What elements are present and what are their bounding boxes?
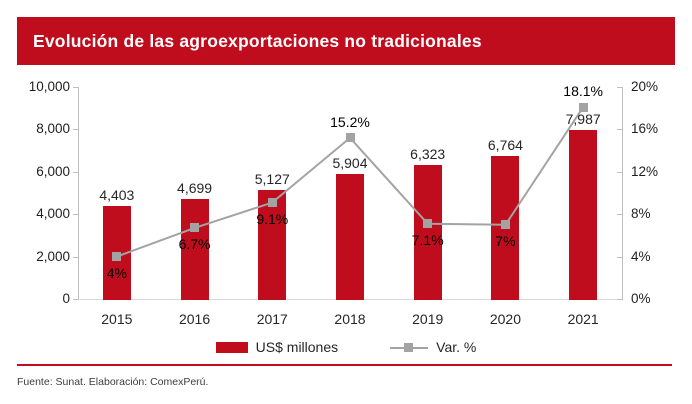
bar-value-label: 5,127 — [254, 171, 290, 188]
right-axis-tick-label: 12% — [631, 163, 659, 179]
line-value-label: 4% — [106, 264, 127, 281]
line-series-swatch — [390, 342, 429, 353]
right-axis-tick-label: 4% — [631, 248, 651, 264]
right-axis-tick-label: 0% — [631, 291, 651, 306]
line-value-label: 18.1% — [563, 83, 603, 100]
left-axis-tick — [73, 171, 78, 173]
right-axis-line — [622, 87, 623, 300]
bar-value-label: 4,403 — [99, 186, 135, 203]
legend-item-us-millones: US$ millones — [215, 339, 339, 355]
x-axis-category-label: 2016 — [178, 311, 211, 327]
bar-series-swatch — [215, 341, 248, 353]
line-value-label: 7.1% — [411, 231, 444, 248]
left-axis-tick — [73, 129, 78, 131]
legend-item-var-pct: Var. % — [390, 339, 476, 355]
line-marker — [112, 252, 122, 262]
legend-label-bar: US$ millones — [255, 339, 339, 355]
right-axis-tick-label: 8% — [631, 206, 651, 222]
bar — [336, 173, 364, 300]
bar-value-label: 7,987 — [565, 110, 601, 127]
page-title: Evolución de las agroexportaciones no tr… — [33, 30, 482, 51]
footer-divider — [17, 364, 672, 366]
line-value-label: 9.1% — [256, 210, 289, 227]
right-axis-tick-label: 16% — [631, 121, 659, 137]
x-axis-category-label: 2021 — [567, 311, 599, 327]
source-note: Fuente: Sunat. Elaboración: ComexPerú. — [17, 376, 209, 388]
bar-value-label: 4,699 — [177, 180, 213, 197]
line-value-label: 6.7% — [178, 235, 211, 252]
bar-value-label: 6,323 — [410, 145, 446, 162]
x-axis-category-label: 2019 — [412, 311, 444, 327]
right-axis-tick — [617, 171, 622, 173]
line-marker — [345, 133, 355, 143]
x-axis-category-label: 2018 — [334, 311, 366, 327]
left-axis-tick — [73, 256, 78, 258]
bar-value-label: 5,904 — [332, 154, 368, 171]
legend-label-line: Var. % — [436, 339, 477, 355]
bar — [569, 129, 598, 300]
chart-legend: US$ millones Var. % — [0, 337, 692, 357]
right-axis-tick — [617, 256, 622, 258]
chart-title-bar: Evolución de las agroexportaciones no tr… — [17, 17, 675, 65]
left-axis-tick — [73, 299, 78, 300]
left-axis-tick — [73, 87, 78, 88]
left-axis-tick-label: 6,000 — [36, 163, 70, 179]
left-axis-tick-label: 4,000 — [36, 206, 70, 222]
line-value-label: 15.2% — [330, 113, 370, 130]
line-marker — [500, 220, 510, 230]
right-axis-tick — [617, 87, 622, 88]
right-axis-tick — [617, 129, 622, 131]
line-marker — [190, 223, 200, 233]
line-swatch-marker-icon — [404, 342, 414, 352]
line-marker — [423, 219, 433, 229]
left-axis-tick-label: 2,000 — [36, 248, 70, 264]
x-axis-category-label: 2015 — [101, 311, 133, 327]
x-axis-category-label: 2020 — [489, 311, 521, 327]
left-axis-tick-label: 0 — [62, 291, 70, 306]
x-axis-category-label: 2017 — [256, 311, 288, 327]
right-axis-tick — [617, 214, 622, 216]
line-value-label: 7% — [495, 232, 516, 249]
right-axis-tick-label: 20% — [631, 79, 659, 94]
line-marker — [267, 198, 277, 208]
left-axis-tick-label: 8,000 — [36, 121, 70, 137]
left-axis-tick-label: 10,000 — [28, 79, 70, 94]
left-axis-tick — [73, 214, 78, 216]
right-axis-tick — [617, 299, 622, 300]
left-axis-line — [78, 87, 79, 300]
bar-value-label: 6,764 — [487, 136, 523, 153]
